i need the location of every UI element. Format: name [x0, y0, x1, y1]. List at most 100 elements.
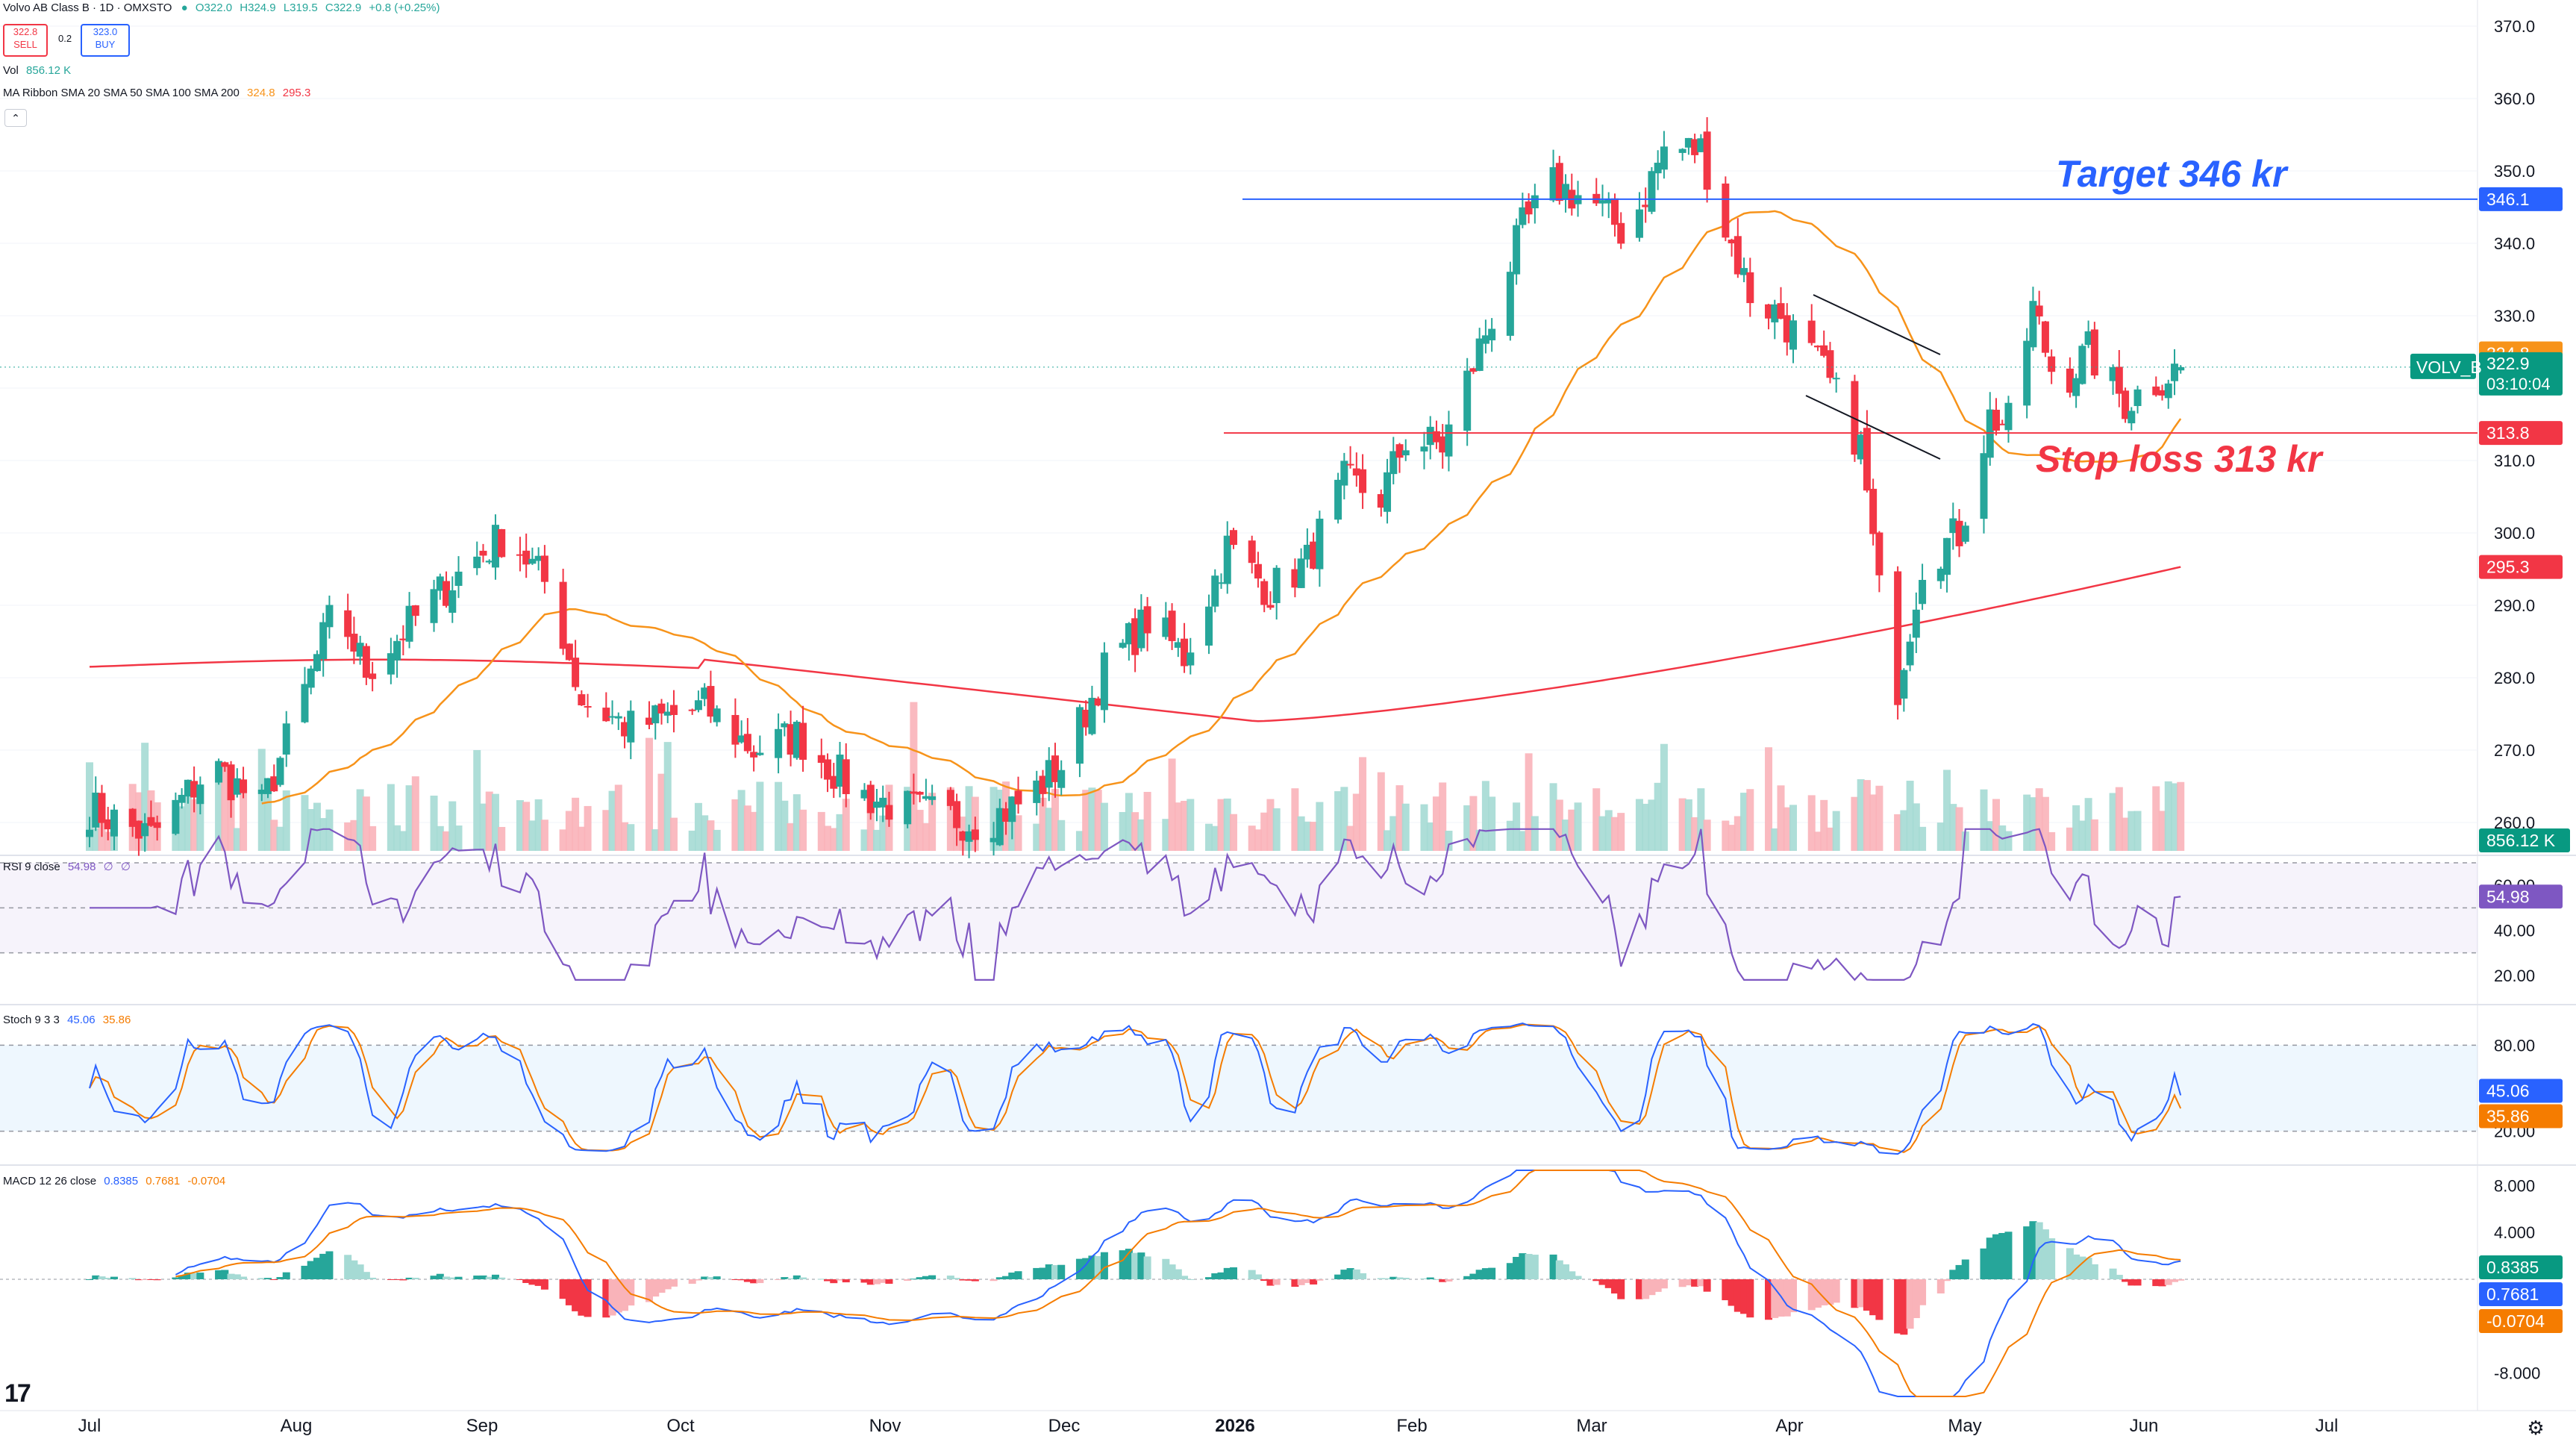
volume-bar-93 [879, 815, 887, 851]
buy-button[interactable]: 323.0 BUY [81, 24, 130, 57]
volume-bar-229 [2048, 831, 2056, 851]
macd-hist-bar-223 [1998, 1232, 2007, 1279]
macd-hist-bar-145 [1334, 1274, 1342, 1279]
volume-legend[interactable]: Vol 856.12 K [3, 64, 71, 77]
volume-bar-169 [1531, 816, 1539, 851]
candle-body-236 [2115, 366, 2123, 394]
ma-ribbon-legend[interactable]: MA Ribbon SMA 20 SMA 50 SMA 100 SMA 200 … [3, 87, 310, 99]
candle-body-74 [713, 708, 721, 722]
macd-hist-bar-94 [885, 1279, 893, 1285]
macd-hist-bar-125 [1162, 1258, 1170, 1279]
candle-body-231 [2072, 378, 2081, 396]
volume-bar-91 [866, 788, 875, 851]
macd-hist-bar-105 [990, 1279, 998, 1282]
volume-bar-128 [1181, 800, 1189, 851]
candle-body-44 [454, 571, 463, 586]
stoch-legend[interactable]: Stoch 9 3 3 45.06 35.86 [3, 1014, 131, 1026]
candle-body-200 [1807, 320, 1816, 343]
macd-hist-bar-93 [879, 1279, 887, 1283]
macd-hist-bar-216 [1943, 1279, 1951, 1282]
macd-hist-bar-109 [1014, 1271, 1022, 1279]
macd-hist-bar-182 [1648, 1279, 1656, 1296]
volume-bar-163 [1481, 781, 1489, 851]
symbol-tag-bg [2410, 353, 2476, 379]
chevron-up-icon[interactable]: ⌃ [4, 109, 27, 127]
macd-hist-bar-230 [2066, 1248, 2074, 1279]
candle-body-26 [307, 668, 315, 688]
volume-bar-234 [2090, 819, 2098, 851]
volume-bar-7 [141, 743, 149, 851]
symbol-title[interactable]: Volvo AB Class B · 1D · OMXSTO [3, 1, 172, 14]
volume-bar-35 [387, 784, 395, 851]
macd-hist-bar-191 [1728, 1279, 1736, 1306]
volume-bar-208 [1869, 794, 1878, 851]
volume-bar-221 [1986, 821, 1994, 851]
volume-bar-177 [1604, 810, 1613, 851]
candle-body-149 [1359, 469, 1367, 493]
volume-bar-110 [1033, 823, 1041, 851]
macd-hist-bar-52 [528, 1279, 537, 1285]
tradingview-logo[interactable]: 17 [4, 1379, 31, 1408]
candle-body-104 [971, 829, 979, 840]
macd-hist-bar-172 [1562, 1264, 1570, 1279]
volume-bar-126 [1168, 758, 1176, 851]
candle-body-56 [565, 643, 573, 661]
candle-body-34 [369, 673, 377, 679]
candle-body-203 [1826, 350, 1834, 378]
macd-signal-label: 0.7681 [2486, 1285, 2539, 1304]
macd-legend[interactable]: MACD 12 26 close 0.8385 0.7681 -0.0704 [3, 1175, 225, 1187]
sell-button[interactable]: 322.8 SELL [3, 24, 48, 57]
macd-hist-bar-75 [731, 1279, 740, 1280]
price-tick-label-1: 360.0 [2494, 90, 2535, 108]
macd-hist-bar-214 [1919, 1279, 1927, 1305]
rsi-legend[interactable]: RSI 9 close 54.98 ∅ ∅ [3, 860, 131, 873]
stoch-d-value: 35.86 [102, 1014, 131, 1026]
macd-hist-bar-227 [2035, 1222, 2043, 1279]
ohlc-close: C322.9 [325, 1, 362, 14]
candle-body-192 [1734, 236, 1742, 275]
macd-hist-bar-26 [307, 1261, 315, 1279]
volume-bar-197 [1777, 785, 1785, 851]
candle-body-96 [910, 791, 918, 794]
candle-body-220 [1980, 453, 1988, 519]
volume-bar-37 [399, 831, 407, 851]
volume-bar-33 [362, 796, 370, 851]
volume-bar-150 [1377, 772, 1385, 851]
sma200-price-label: 295.3 [2486, 558, 2530, 577]
volume-bar-193 [1740, 793, 1748, 851]
symbol-legend: Volvo AB Class B · 1D · OMXSTO ● O322.0 … [3, 1, 440, 14]
candle-body-185 [1678, 149, 1686, 153]
volume-bar-22 [270, 820, 278, 851]
volume-bar-188 [1697, 788, 1705, 851]
macd-hist-bar-192 [1734, 1279, 1742, 1312]
candle-body-71 [694, 700, 702, 711]
macd-hist-bar-23 [276, 1277, 284, 1279]
candle-body-224 [2004, 402, 2013, 431]
candle-body-30 [344, 610, 352, 637]
macd-hist-bar-10 [172, 1277, 180, 1279]
gear-icon[interactable]: ⚙ [2527, 1417, 2544, 1439]
volume-bar-87 [830, 828, 838, 851]
candle-body-127 [1174, 642, 1182, 648]
macd-value-label-bg [2479, 1255, 2563, 1279]
candle-body-43 [448, 590, 457, 613]
time-axis-label-3: Oct [666, 1416, 695, 1436]
macd-hist-bar-164 [1488, 1267, 1496, 1279]
macd-hist-bar-143 [1310, 1279, 1318, 1285]
volume-bar-137 [1260, 812, 1269, 851]
stoch-d-label-bg [2479, 1104, 2563, 1129]
macd-hist-bar-70 [688, 1279, 696, 1285]
time-axis-label-11: Jun [2130, 1416, 2159, 1436]
macd-hist-bar-183 [1654, 1279, 1662, 1292]
candle-body-222 [1992, 410, 2000, 431]
macd-hist-bar-4 [110, 1276, 118, 1279]
candle-body-39 [411, 605, 419, 617]
macd-hist-bar-74 [713, 1276, 721, 1279]
macd-hist-bar-161 [1469, 1273, 1478, 1279]
macd-hist-bar-65 [645, 1279, 654, 1302]
macd-hist-bar-244 [2177, 1279, 2185, 1281]
volume-bar-1 [92, 828, 100, 851]
candle-body-86 [824, 759, 832, 780]
macd-hist-bar-208 [1869, 1279, 1878, 1316]
